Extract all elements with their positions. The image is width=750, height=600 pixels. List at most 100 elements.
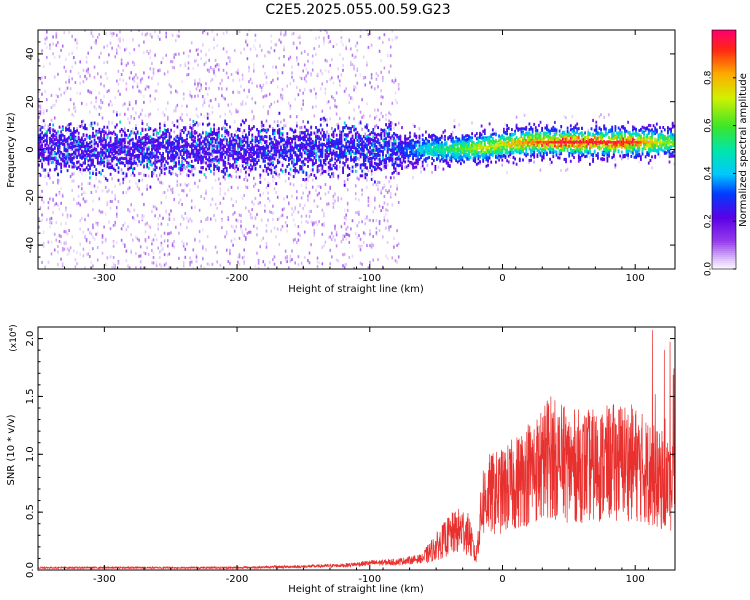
- heatmap-cell: [133, 131, 136, 135]
- heatmap-cell: [284, 154, 287, 157]
- heatmap-cell: [136, 144, 139, 148]
- heatmap-cell: [58, 149, 61, 153]
- heatmap-cell: [69, 175, 72, 179]
- heatmap-cell: [163, 239, 166, 243]
- heatmap-cell: [151, 76, 153, 80]
- heatmap-cell: [319, 173, 322, 176]
- heatmap-cell: [90, 124, 93, 128]
- heatmap-cell: [362, 160, 365, 164]
- heatmap-cell: [315, 133, 317, 137]
- heatmap-cell: [116, 113, 118, 117]
- heatmap-cell: [235, 200, 238, 204]
- heatmap-cell: [251, 110, 253, 114]
- heatmap-cell: [313, 162, 316, 166]
- heatmap-cell: [84, 161, 86, 165]
- heatmap-cell: [361, 145, 364, 149]
- heatmap-cell: [260, 239, 263, 242]
- heatmap-cell: [218, 177, 220, 181]
- heatmap-cell: [230, 151, 233, 155]
- heatmap-cell: [100, 172, 102, 176]
- heatmap-cell: [163, 113, 166, 117]
- heatmap-cell: [327, 142, 330, 146]
- heatmap-cell: [178, 137, 180, 141]
- heatmap-cell: [104, 131, 107, 135]
- heatmap-cell: [182, 151, 185, 154]
- heatmap-cell: [195, 107, 198, 111]
- heatmap-cell: [109, 41, 112, 45]
- heatmap-cell: [186, 153, 188, 157]
- heatmap-cell: [198, 139, 201, 143]
- heatmap-cell: [356, 138, 359, 142]
- heatmap-cell: [42, 119, 45, 123]
- heatmap-cell: [345, 227, 347, 231]
- heatmap-cell: [300, 107, 303, 111]
- heatmap-cell: [219, 82, 222, 86]
- heatmap-cell: [337, 259, 339, 263]
- heatmap-cell: [122, 157, 125, 161]
- heatmap-cell: [305, 128, 308, 132]
- heatmap-cell: [190, 137, 193, 141]
- heatmap-cell: [292, 164, 295, 168]
- heatmap-cell: [229, 109, 231, 113]
- heatmap-cell: [276, 71, 279, 75]
- heatmap-cell: [93, 105, 96, 109]
- heatmap-cell: [307, 154, 309, 158]
- heatmap-cell: [58, 155, 61, 159]
- heatmap-cell: [259, 150, 262, 154]
- heatmap-cell: [73, 130, 75, 133]
- heatmap-cell: [366, 30, 368, 32]
- heatmap-cell: [213, 68, 215, 71]
- heatmap-cell: [272, 142, 274, 146]
- heatmap-cell: [348, 39, 351, 43]
- heatmap-cell: [73, 154, 75, 158]
- heatmap-cell: [283, 157, 285, 161]
- heatmap-cell: [296, 196, 298, 200]
- heatmap-cell: [224, 192, 226, 196]
- heatmap-cell: [46, 36, 48, 40]
- heatmap-cell: [278, 38, 281, 42]
- heatmap-cell: [120, 161, 123, 165]
- heatmap-cell: [246, 158, 249, 162]
- heatmap-cell: [219, 188, 222, 192]
- heatmap-cell: [268, 163, 271, 167]
- heatmap-cell: [187, 169, 190, 173]
- heatmap-cell: [267, 218, 269, 222]
- heatmap-cell: [264, 140, 266, 144]
- heatmap-cell: [66, 148, 69, 152]
- heatmap-cell: [104, 32, 107, 36]
- heatmap-cell: [358, 220, 360, 224]
- heatmap-cell: [281, 143, 284, 147]
- heatmap-cell: [214, 150, 217, 154]
- heatmap-cell: [95, 155, 98, 159]
- heatmap-cell: [63, 91, 66, 95]
- heatmap-cell: [362, 240, 365, 244]
- heatmap-cell: [85, 152, 88, 156]
- heatmap-cell: [353, 157, 356, 161]
- heatmap-cell: [343, 145, 346, 149]
- heatmap-cell: [66, 213, 69, 217]
- heatmap-cell: [286, 164, 289, 168]
- heatmap-cell: [101, 189, 104, 193]
- heatmap-cell: [167, 151, 169, 154]
- heatmap-cell: [272, 153, 274, 157]
- heatmap-cell: [52, 160, 55, 164]
- heatmap-cell: [237, 219, 239, 223]
- heatmap-cell: [186, 141, 188, 145]
- heatmap-cell: [240, 139, 242, 142]
- heatmap-cell: [222, 170, 225, 174]
- heatmap-cell: [222, 68, 225, 72]
- heatmap-cell: [259, 176, 261, 180]
- heatmap-cell: [280, 95, 282, 99]
- heatmap-cell: [276, 141, 279, 145]
- heatmap-cell: [60, 93, 62, 97]
- heatmap-cell: [125, 87, 128, 91]
- heatmap-cell: [87, 182, 89, 186]
- heatmap-cell: [132, 149, 134, 153]
- heatmap-cell: [289, 154, 292, 158]
- heatmap-cell: [364, 153, 367, 157]
- heatmap-cell: [362, 154, 365, 158]
- heatmap-cell: [331, 167, 333, 171]
- heatmap-cell: [218, 133, 220, 137]
- heatmap-cell: [327, 202, 330, 206]
- heatmap-cell: [138, 155, 141, 159]
